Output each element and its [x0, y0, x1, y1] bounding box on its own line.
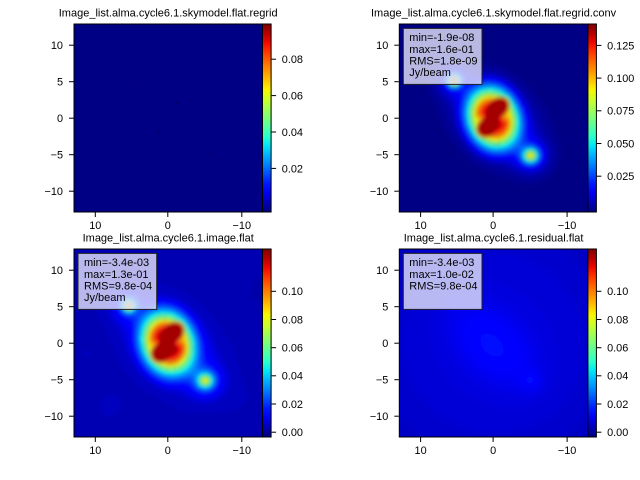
svg-text:−10: −10 — [233, 220, 251, 232]
svg-text:RMS=9.8e-04: RMS=9.8e-04 — [84, 281, 152, 293]
svg-text:10: 10 — [89, 220, 101, 232]
svg-text:0.10: 0.10 — [282, 286, 303, 298]
svg-text:−10: −10 — [233, 445, 251, 457]
svg-text:5: 5 — [57, 77, 63, 89]
svg-text:10: 10 — [376, 40, 388, 52]
svg-text:0.10: 0.10 — [607, 286, 628, 298]
svg-text:−5: −5 — [376, 150, 388, 162]
svg-text:0.025: 0.025 — [607, 171, 634, 183]
svg-text:0.08: 0.08 — [282, 54, 303, 66]
svg-text:min=-1.9e-08: min=-1.9e-08 — [409, 32, 474, 44]
svg-text:0: 0 — [490, 220, 496, 232]
svg-text:Image_list.alma.cycle6.1.skymo: Image_list.alma.cycle6.1.skymodel.flat.r… — [59, 8, 278, 20]
svg-text:Image_list.alma.cycle6.1.resid: Image_list.alma.cycle6.1.residual.flat — [404, 233, 584, 245]
svg-text:0.04: 0.04 — [282, 127, 303, 139]
svg-text:0: 0 — [57, 113, 63, 125]
svg-text:0.08: 0.08 — [282, 314, 303, 326]
svg-text:−10: −10 — [45, 186, 63, 198]
svg-text:min=-3.4e-03: min=-3.4e-03 — [409, 257, 474, 269]
svg-text:5: 5 — [57, 302, 63, 314]
svg-text:Image_list.alma.cycle6.1.image: Image_list.alma.cycle6.1.image.flat — [83, 233, 254, 245]
svg-text:0.08: 0.08 — [607, 314, 628, 326]
svg-text:0.02: 0.02 — [282, 399, 303, 411]
svg-text:0.050: 0.050 — [607, 138, 634, 150]
svg-text:−10: −10 — [558, 445, 576, 457]
svg-text:RMS=1.8e-09: RMS=1.8e-09 — [409, 56, 477, 68]
svg-text:0: 0 — [165, 445, 171, 457]
svg-text:0.04: 0.04 — [607, 371, 628, 383]
svg-text:−10: −10 — [370, 186, 388, 198]
svg-text:0.00: 0.00 — [282, 427, 303, 439]
svg-text:0.02: 0.02 — [607, 399, 628, 411]
svg-text:0.02: 0.02 — [282, 163, 303, 175]
svg-text:max=1.6e-01: max=1.6e-01 — [409, 44, 474, 56]
svg-text:−5: −5 — [51, 375, 63, 387]
svg-text:Jy/beam: Jy/beam — [84, 292, 126, 304]
svg-text:max=1.3e-01: max=1.3e-01 — [84, 269, 149, 281]
svg-text:RMS=9.8e-04: RMS=9.8e-04 — [409, 281, 477, 293]
svg-text:max=1.0e-02: max=1.0e-02 — [409, 269, 474, 281]
svg-text:0.100: 0.100 — [607, 73, 634, 85]
svg-text:5: 5 — [382, 77, 388, 89]
svg-text:10: 10 — [376, 265, 388, 277]
svg-text:0.125: 0.125 — [607, 40, 634, 52]
svg-text:Jy/beam: Jy/beam — [409, 67, 451, 79]
svg-text:0.06: 0.06 — [282, 91, 303, 103]
svg-text:5: 5 — [382, 302, 388, 314]
svg-text:0.00: 0.00 — [607, 427, 628, 439]
svg-text:−10: −10 — [370, 411, 388, 423]
svg-text:min=-3.4e-03: min=-3.4e-03 — [84, 257, 149, 269]
svg-text:0: 0 — [57, 338, 63, 350]
svg-text:0: 0 — [490, 445, 496, 457]
svg-text:10: 10 — [89, 445, 101, 457]
svg-text:10: 10 — [415, 220, 427, 232]
svg-text:−10: −10 — [45, 411, 63, 423]
svg-text:0: 0 — [165, 220, 171, 232]
svg-text:10: 10 — [51, 40, 63, 52]
svg-text:0.075: 0.075 — [607, 106, 634, 118]
svg-text:0: 0 — [382, 338, 388, 350]
svg-text:0.04: 0.04 — [282, 371, 303, 383]
svg-text:−5: −5 — [51, 150, 63, 162]
svg-text:10: 10 — [51, 265, 63, 277]
svg-text:Image_list.alma.cycle6.1.skymo: Image_list.alma.cycle6.1.skymodel.flat.r… — [371, 8, 617, 20]
svg-text:0.06: 0.06 — [282, 343, 303, 355]
svg-text:0.06: 0.06 — [607, 343, 628, 355]
svg-text:0: 0 — [382, 113, 388, 125]
svg-text:−10: −10 — [558, 220, 576, 232]
svg-text:−5: −5 — [376, 375, 388, 387]
svg-text:10: 10 — [415, 445, 427, 457]
